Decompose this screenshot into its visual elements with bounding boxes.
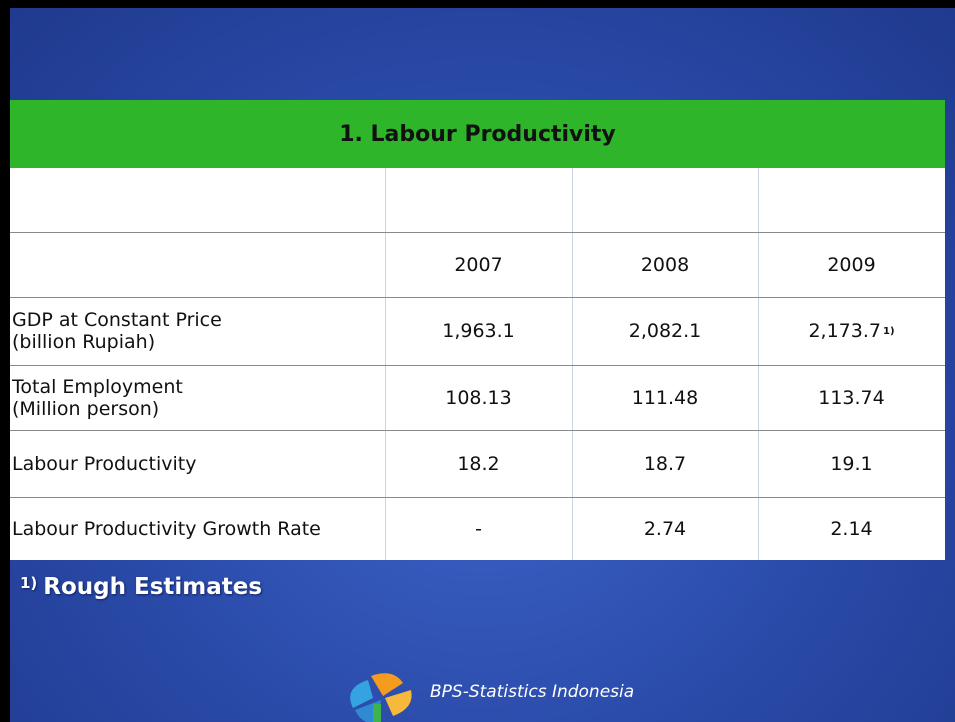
value: 111.48 — [631, 386, 699, 409]
row-divider — [10, 232, 945, 233]
value-cell: 113.74 — [758, 365, 945, 430]
value: - — [475, 517, 482, 540]
value-cell: 108.13 — [385, 365, 572, 430]
column-header: 2009 — [827, 253, 876, 276]
column-divider — [572, 168, 573, 560]
value-cell: - — [385, 497, 572, 560]
value-cell: 2.74 — [572, 497, 758, 560]
row-divider — [10, 497, 945, 498]
title-band: 1. Labour Productivity — [10, 100, 945, 168]
value-cell: 18.7 — [572, 430, 758, 497]
value: 18.2 — [457, 452, 500, 475]
value: 1,963.1 — [442, 320, 515, 342]
value-cell: 2,082.1 — [572, 297, 758, 365]
row-divider — [10, 297, 945, 298]
value: 108.13 — [445, 386, 512, 409]
row-label-line: (billion Rupiah) — [12, 331, 156, 353]
row-label-line: GDP at Constant Price — [12, 309, 222, 331]
row-label-line: (Million person) — [12, 397, 160, 420]
value: 18.7 — [643, 452, 687, 475]
footnote: 1) Rough Estimates — [20, 574, 262, 600]
value-cell: 111.48 — [572, 365, 758, 430]
value: 113.74 — [818, 386, 885, 409]
row-label-line: Labour Productivity — [12, 452, 197, 475]
footnote-marker: 1) — [20, 574, 38, 592]
value: 2,173.7 — [808, 320, 881, 342]
table: 2007 2008 2009 GDP at Constant Price (billio… — [10, 168, 945, 560]
row-label: Labour Productivity — [10, 430, 385, 497]
value-cell: 19.1 — [758, 430, 945, 497]
value: 19.1 — [830, 452, 873, 475]
row-label-line: Total Employment — [12, 375, 183, 398]
value: 2.74 — [643, 517, 687, 540]
row-label-line: Labour Productivity Growth Rate — [12, 517, 321, 540]
value: 2.14 — [830, 517, 873, 540]
column-divider — [758, 168, 759, 560]
row-label: Labour Productivity Growth Rate — [10, 497, 385, 560]
value-cell: 2,173.7 1) — [758, 297, 945, 365]
column-header: 2008 — [640, 253, 690, 276]
row-label: GDP at Constant Price (billion Rupiah) — [10, 297, 385, 365]
column-header: 2007 — [454, 253, 503, 276]
title: 1. Labour Productivity — [339, 121, 616, 147]
footnote-text: Rough Estimates — [43, 574, 263, 600]
row-label: Total Employment (Million person) — [10, 365, 385, 430]
footer: BPS-Statistics Indonesia — [430, 682, 635, 702]
row-divider — [10, 365, 945, 366]
logo — [350, 673, 412, 722]
note-marker: 1) — [883, 325, 895, 337]
value: 2,082.1 — [628, 320, 702, 342]
value-cell: 1,963.1 — [385, 297, 572, 365]
column-divider — [385, 168, 386, 560]
value-cell: 18.2 — [385, 430, 572, 497]
value-cell: 2.14 — [758, 497, 945, 560]
row-divider — [10, 430, 945, 431]
